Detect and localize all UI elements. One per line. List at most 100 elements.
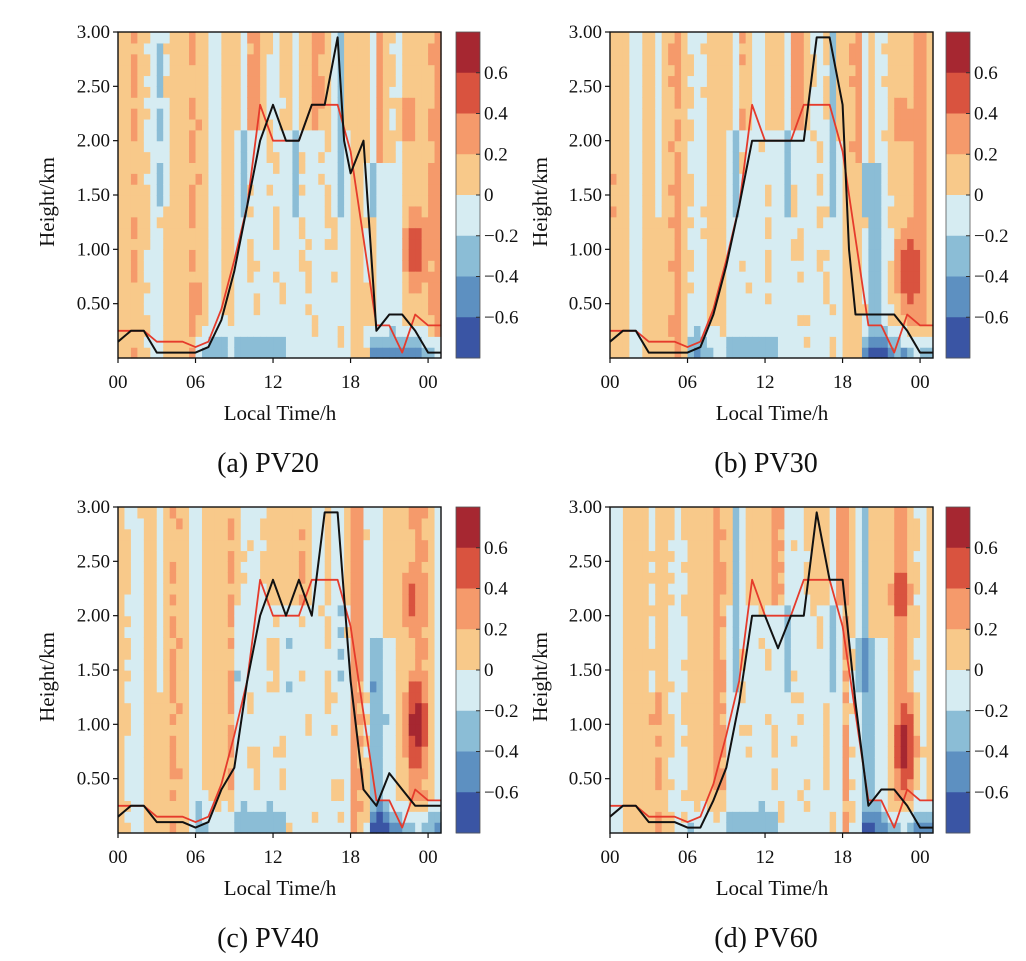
heatmap-cell	[415, 713, 423, 725]
heatmap-cell	[752, 314, 760, 326]
heatmap-cell	[337, 281, 345, 294]
heatmap-cell	[337, 314, 345, 326]
heatmap-cell	[836, 227, 844, 240]
heatmap-cell	[428, 129, 436, 142]
heatmap-cell	[855, 151, 863, 163]
heatmap-cell	[240, 336, 248, 348]
heatmap-cell	[655, 550, 663, 562]
heatmap-cell	[118, 659, 126, 671]
heatmap-cell	[421, 151, 429, 163]
heatmap-cell	[240, 517, 248, 530]
heatmap-cell	[266, 314, 274, 326]
heatmap-cell	[777, 303, 786, 316]
heatmap-cell	[363, 162, 371, 174]
heatmap-cell	[305, 249, 313, 261]
heatmap-cell	[849, 64, 857, 77]
heatmap-cell	[189, 670, 197, 682]
heatmap-cell	[337, 626, 345, 638]
heatmap-cell	[674, 205, 682, 218]
heatmap-cell	[642, 626, 650, 638]
heatmap-cell	[247, 162, 255, 174]
heatmap-cell	[169, 539, 177, 552]
heatmap-cell	[900, 227, 908, 240]
heatmap-cell	[758, 118, 766, 131]
heatmap-cell	[622, 778, 630, 791]
heatmap-cell	[382, 637, 390, 649]
heatmap-cell	[182, 583, 190, 595]
heatmap-cell	[189, 528, 197, 541]
heatmap-cell	[214, 767, 222, 780]
heatmap-cell	[868, 162, 876, 174]
heatmap-cell	[842, 260, 850, 272]
heatmap-cell	[382, 691, 390, 704]
heatmap-cell	[900, 325, 908, 337]
heatmap-cell	[363, 724, 371, 736]
heatmap-cell	[881, 238, 889, 250]
heatmap-cell	[260, 746, 268, 758]
heatmap-cell	[668, 702, 676, 715]
heatmap-cell	[402, 713, 410, 725]
heatmap-cell	[118, 162, 126, 174]
heatmap-cell	[668, 238, 676, 250]
heatmap-cell	[305, 325, 313, 337]
heatmap-cell	[836, 118, 844, 131]
heatmap-cell	[227, 260, 235, 272]
heatmap-cell	[687, 75, 695, 87]
heatmap-cell	[629, 735, 637, 747]
heatmap-cell	[868, 129, 876, 142]
heatmap-cell	[227, 746, 235, 758]
heatmap-cell	[279, 151, 287, 163]
heatmap-cell	[713, 140, 721, 153]
heatmap-cell	[208, 702, 216, 715]
heatmap-cell	[376, 724, 384, 736]
heatmap-cell	[900, 314, 908, 326]
heatmap-cell	[881, 97, 889, 109]
heatmap-cell	[273, 561, 281, 573]
heatmap-cell	[279, 713, 287, 725]
colorbar-bin	[946, 195, 970, 237]
heatmap-cell	[169, 151, 177, 163]
heatmap-cell	[137, 713, 145, 725]
heatmap-cell	[247, 347, 255, 359]
y-tick-label: 3.00	[569, 22, 602, 43]
heatmap-cell	[169, 517, 177, 530]
heatmap-cell	[629, 604, 637, 617]
heatmap-cell	[745, 97, 753, 109]
heatmap-cell	[622, 140, 630, 153]
heatmap-cell	[118, 539, 126, 552]
heatmap-cell	[674, 811, 682, 823]
heatmap-cell	[169, 173, 177, 185]
heatmap-cell	[331, 517, 339, 530]
heatmap-cell	[318, 53, 326, 66]
heatmap-cell	[221, 75, 229, 87]
heatmap-cell	[285, 314, 294, 326]
heatmap-cell	[616, 517, 624, 530]
heatmap-cell	[260, 789, 268, 801]
heatmap-cell	[376, 227, 384, 240]
heatmap-cell	[622, 550, 630, 562]
heatmap-cell	[661, 238, 669, 250]
heatmap-cell	[758, 216, 766, 229]
heatmap-cell	[389, 336, 397, 348]
heatmap-cell	[337, 260, 345, 272]
heatmap-cell	[324, 260, 332, 272]
heatmap-cell	[874, 205, 882, 218]
heatmap-cell	[874, 86, 882, 98]
heatmap-cell	[324, 517, 332, 530]
heatmap-cell	[642, 702, 650, 715]
heatmap-cell	[745, 216, 753, 229]
heatmap-cell	[655, 637, 663, 649]
colorbar-tick-label: 0.4	[484, 104, 508, 125]
heatmap-cell	[195, 713, 203, 725]
heatmap-cell	[642, 129, 650, 142]
heatmap-cell	[189, 227, 197, 240]
heatmap-cell	[143, 702, 151, 715]
heatmap-cell	[739, 108, 747, 120]
heatmap-cell	[311, 86, 319, 98]
heatmap-cell	[150, 593, 158, 606]
heatmap-cell	[266, 713, 274, 725]
heatmap-cell	[395, 86, 403, 98]
heatmap-cell	[434, 507, 442, 519]
heatmap-cell	[176, 767, 184, 780]
heatmap-cell	[610, 789, 618, 801]
